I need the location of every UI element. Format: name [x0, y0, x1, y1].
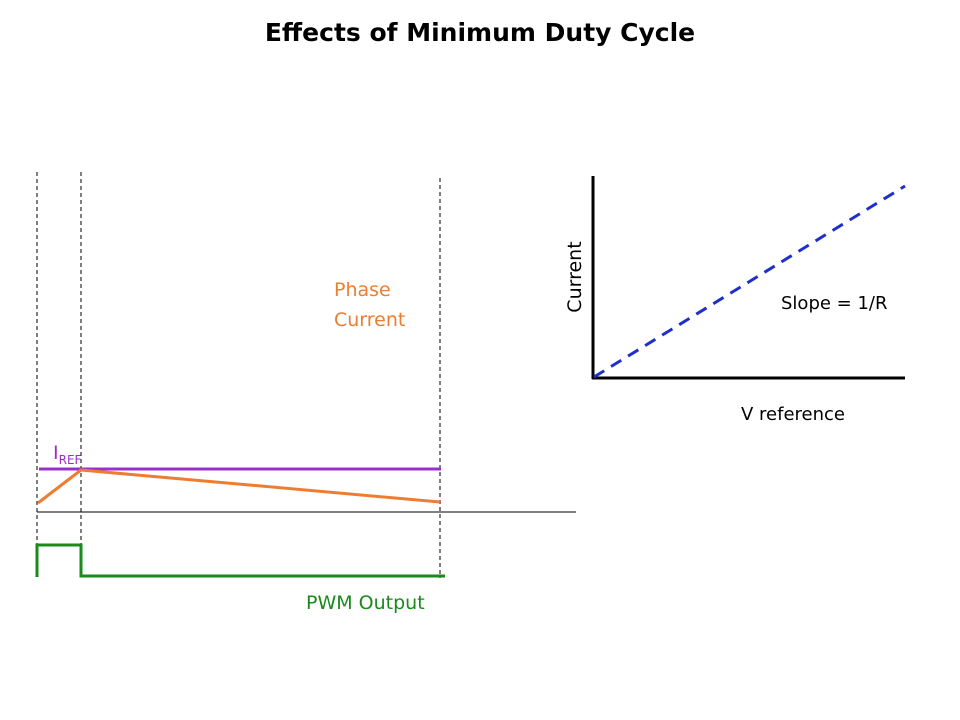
slope-line — [593, 184, 906, 379]
iref-label-sub: REF — [59, 453, 82, 467]
slide-title: Effects of Minimum Duty Cycle — [265, 18, 695, 47]
phase-current-label-line2: Current — [334, 309, 405, 331]
iref-label: IREF — [53, 442, 82, 467]
iref-label-main: I — [53, 442, 59, 464]
phase-current-waveform — [37, 468, 441, 505]
graph-y-label: Current — [564, 241, 586, 312]
phase-current-label-line1: Phase — [334, 279, 391, 301]
slope-label: Slope = 1/R — [781, 293, 888, 314]
pwm-output-waveform — [35, 543, 445, 578]
graph-x-label: V reference — [741, 404, 845, 425]
pwm-output-label: PWM Output — [306, 592, 425, 614]
